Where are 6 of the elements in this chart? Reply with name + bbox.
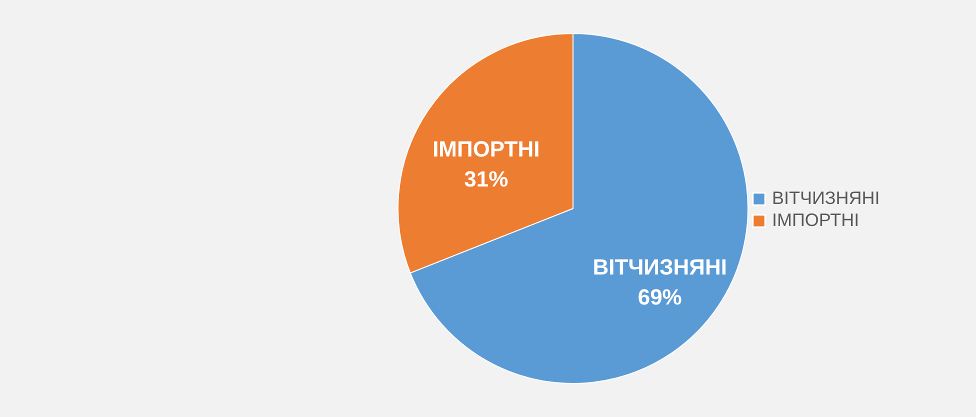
legend-label: ВІТЧИЗНЯНІ xyxy=(772,188,880,208)
data-label: 31% xyxy=(464,166,508,192)
slice-label: ВІТЧИЗНЯНІ xyxy=(592,254,727,280)
data-label: 69% xyxy=(638,284,682,310)
slice-label: ІМПОРТНІ xyxy=(432,136,540,162)
legend-label: ІМПОРТНІ xyxy=(772,210,860,230)
